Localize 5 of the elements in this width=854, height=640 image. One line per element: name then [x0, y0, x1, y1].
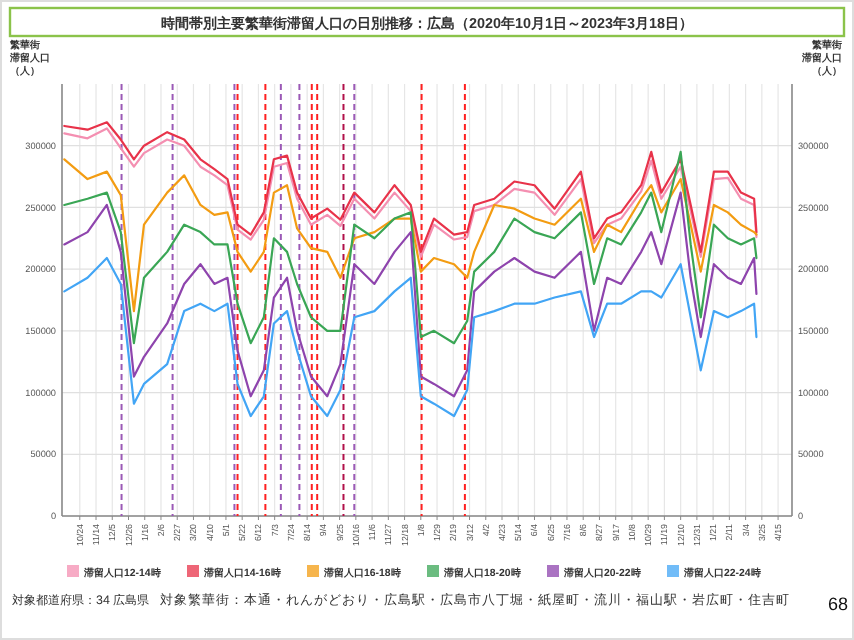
line-series	[63, 150, 758, 345]
line-series	[63, 256, 758, 418]
text: 68	[827, 594, 848, 614]
line-series	[63, 191, 758, 398]
line-series	[63, 158, 758, 313]
